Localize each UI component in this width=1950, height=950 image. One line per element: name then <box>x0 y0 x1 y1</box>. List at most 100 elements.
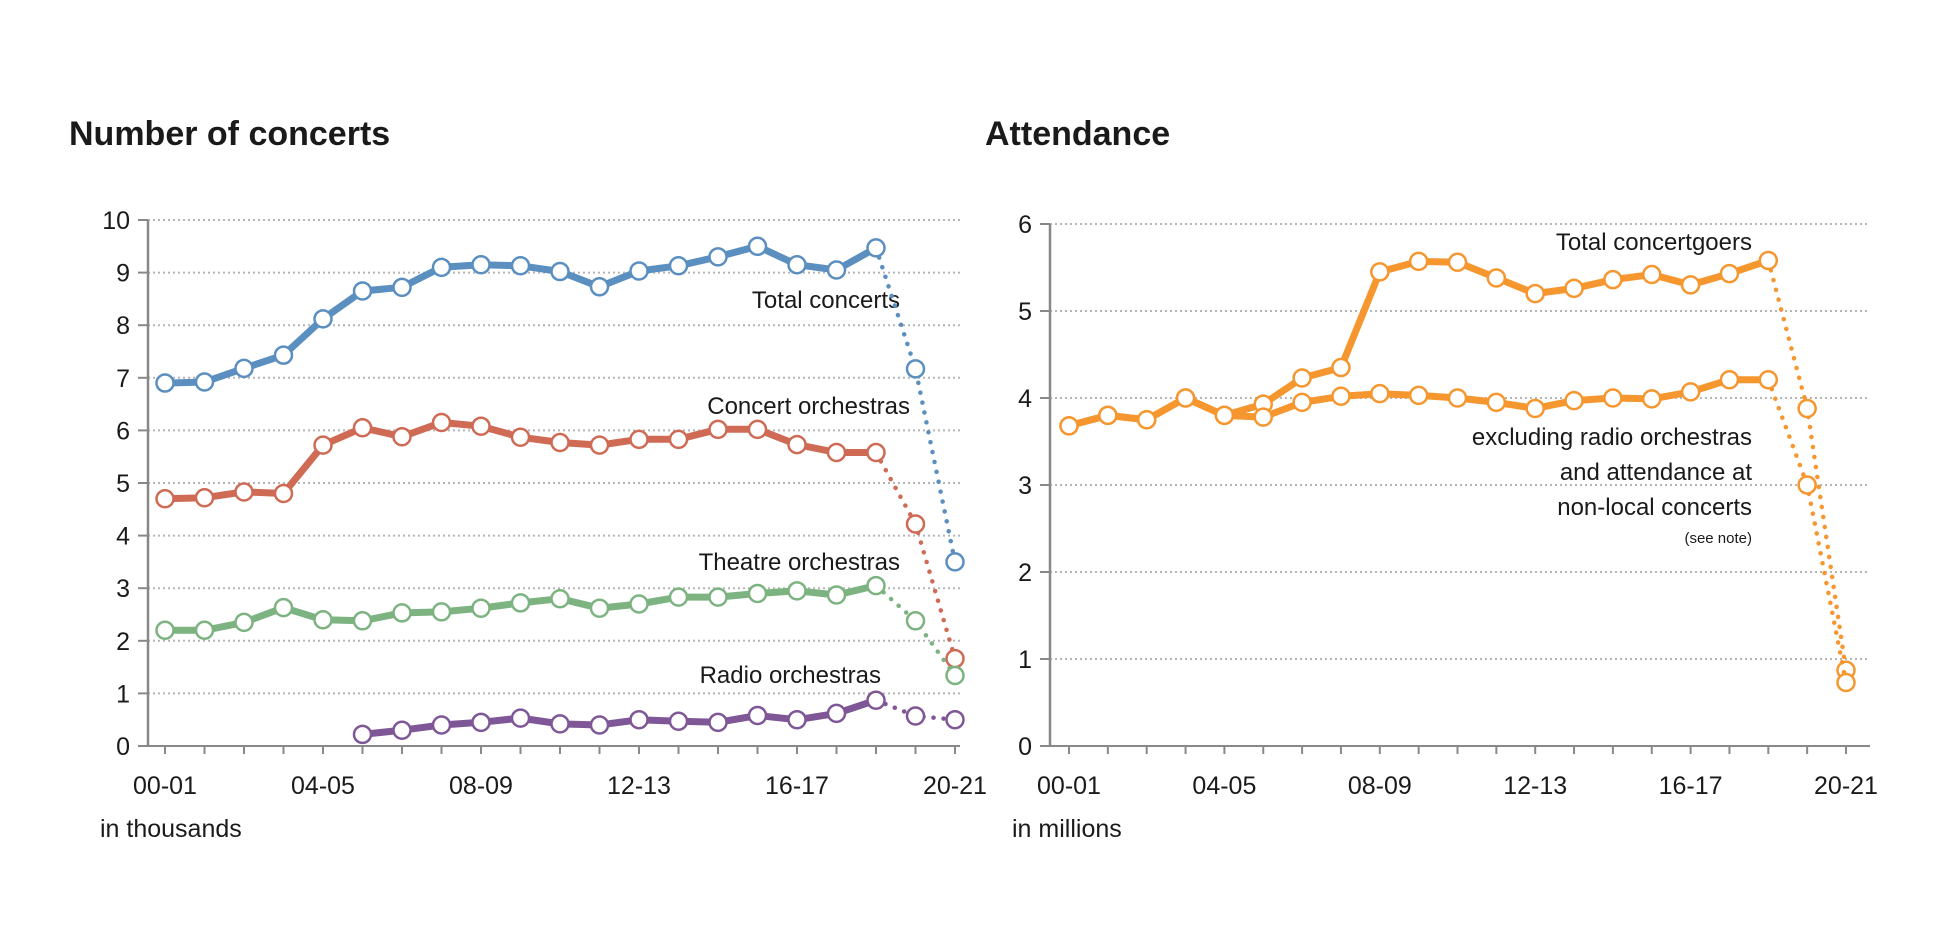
left-data-point <box>708 419 728 440</box>
left-data-point <box>471 416 491 436</box>
left-data-point <box>510 708 531 728</box>
right-data-point <box>1603 269 1623 290</box>
right-data-point <box>1758 250 1779 271</box>
left-data-point <box>392 426 412 447</box>
left-data-point <box>589 435 610 455</box>
left-data-point <box>668 711 689 732</box>
left-data-point <box>826 703 847 724</box>
series-label-excluding-line1: excluding radio orchestras <box>1472 424 1752 451</box>
right-data-point <box>1486 268 1507 288</box>
right-x-tick-label: 16-17 <box>1659 772 1723 800</box>
left-data-point <box>471 598 491 618</box>
left-data-point <box>273 597 294 618</box>
left-data-point <box>431 412 452 433</box>
left-data-point <box>392 603 412 623</box>
right-y-tick-label: 6 <box>1018 211 1032 239</box>
right-data-point <box>1253 407 1273 427</box>
left-data-point <box>589 277 610 297</box>
left-data-point <box>629 709 649 730</box>
right-data-point <box>1136 410 1157 430</box>
right-data-point <box>1758 369 1779 390</box>
right-data-point <box>1603 388 1623 408</box>
right-data-point <box>1680 382 1701 402</box>
right-data-point <box>1486 392 1507 413</box>
left-series-3 <box>352 690 965 745</box>
left-data-point <box>352 724 373 745</box>
left-data-point <box>234 358 254 379</box>
left-data-point <box>273 345 294 365</box>
series-label-total-concerts: Total concerts <box>752 287 900 314</box>
right-x-tick-label: 04-05 <box>1192 772 1256 800</box>
left-data-point <box>194 487 215 508</box>
right-y-tick-label: 4 <box>1018 385 1032 413</box>
right-x-tick-label: 08-09 <box>1348 772 1412 800</box>
left-data-point <box>826 585 847 605</box>
series-label-concert-orchestras: Concert orchestras <box>707 393 910 420</box>
left-data-point <box>787 709 807 730</box>
right-data-point <box>1447 388 1468 408</box>
left-y-tick-label: 9 <box>116 260 130 288</box>
left-series-2 <box>155 575 965 686</box>
left-data-point <box>431 602 452 622</box>
left-series-dotted-line <box>873 245 958 565</box>
left-data-point <box>668 587 689 607</box>
left-data-point <box>747 705 768 726</box>
left-data-point <box>550 261 570 282</box>
left-data-point <box>668 429 689 450</box>
left-data-point <box>866 575 886 596</box>
right-data-point <box>1331 357 1351 378</box>
right-data-point <box>1797 475 1817 495</box>
left-data-point <box>550 432 570 453</box>
right-data-point <box>1292 392 1312 413</box>
right-data-point <box>1408 251 1429 272</box>
left-data-point <box>431 257 452 278</box>
left-data-point <box>905 359 926 379</box>
series-label-theatre-orchestras: Theatre orchestras <box>699 549 900 576</box>
left-data-point <box>708 712 728 733</box>
right-data-point <box>1447 252 1468 273</box>
left-data-point <box>589 715 610 735</box>
series-label-total-concertgoers: Total concertgoers <box>1556 229 1752 256</box>
left-y-tick-label: 4 <box>116 523 130 551</box>
left-data-point <box>194 372 215 392</box>
right-data-point <box>1564 278 1584 299</box>
left-data-point <box>392 277 412 298</box>
left-x-tick-label: 00-01 <box>133 772 197 800</box>
left-data-point <box>194 620 215 641</box>
left-data-point <box>747 583 768 604</box>
left-data-point <box>510 256 531 276</box>
right-data-point <box>1719 263 1740 284</box>
left-data-point <box>787 581 807 601</box>
left-data-point <box>550 714 570 734</box>
left-y-tick-label: 8 <box>116 312 130 340</box>
left-data-point <box>945 552 965 572</box>
right-unit-label: in millions <box>1012 815 1122 843</box>
left-data-point <box>945 648 965 669</box>
left-data-point <box>155 373 175 393</box>
left-x-tick-label: 08-09 <box>449 772 513 800</box>
left-data-point <box>431 715 452 735</box>
right-data-point <box>1680 275 1701 295</box>
right-data-point <box>1370 262 1390 282</box>
left-data-point <box>668 256 689 276</box>
right-y-tick-label: 5 <box>1018 298 1032 326</box>
left-data-point <box>866 442 886 463</box>
left-data-point <box>747 419 768 440</box>
left-data-point <box>905 611 926 631</box>
left-data-point <box>352 281 373 301</box>
right-data-point <box>1408 385 1429 406</box>
right-data-point <box>1642 389 1662 409</box>
right-data-point <box>1642 264 1662 285</box>
left-series-0 <box>155 236 965 572</box>
right-data-point <box>1564 390 1584 411</box>
right-data-point <box>1175 388 1196 408</box>
left-data-point <box>510 427 531 447</box>
left-data-point <box>550 588 570 609</box>
series-label-excluding-line3: non-local concerts <box>1557 494 1752 521</box>
left-chart-title: Number of concerts <box>69 115 390 153</box>
left-x-tick-label: 20-21 <box>923 772 987 800</box>
left-y-tick-label: 3 <box>116 575 130 603</box>
right-data-point <box>1214 405 1235 426</box>
left-data-point <box>945 665 965 686</box>
left-data-point <box>155 620 175 641</box>
